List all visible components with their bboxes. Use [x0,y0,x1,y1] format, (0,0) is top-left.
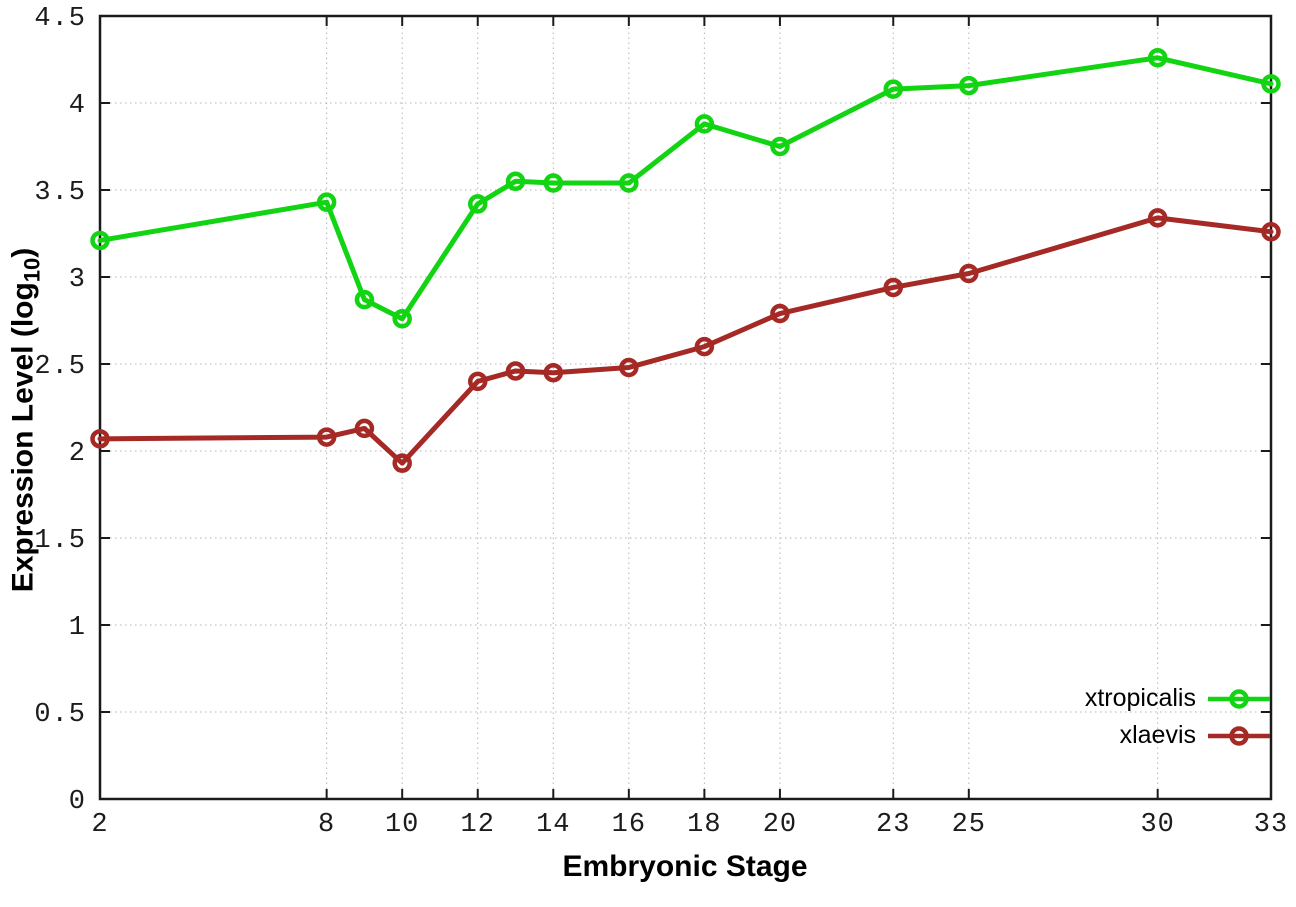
data-point-xtropicalis [90,230,110,251]
data-point-xtropicalis [543,173,564,193]
legend-marker-sample [1229,725,1249,746]
y-tick-label: 0 [69,787,86,817]
data-point-xlaevis [883,277,904,298]
data-point-xlaevis [467,371,488,392]
data-point-xlaevis [959,263,979,284]
data-point-xtropicalis [316,192,337,212]
series-line-xtropicalis [97,55,1274,322]
y-tick-label: 3.5 [34,178,86,208]
data-point-xtropicalis [1147,48,1168,68]
data-point-xlaevis [1261,222,1281,242]
y-tick-label: 1.5 [34,526,86,556]
data-point-xtropicalis [883,79,904,99]
series-line-xlaevis [97,215,1274,466]
plot-border [98,14,1273,801]
y-axis-title-end: ) [6,247,40,258]
x-tick-label: 8 [318,810,335,840]
y-axis-title-subscript: 10 [19,257,45,283]
y-tick-label: 4.5 [34,4,86,34]
x-tick-label: 10 [385,810,419,840]
data-point-xlaevis [316,427,337,447]
legend-label: xtropicalis [1084,684,1196,712]
line-marker-sample-icon [1208,725,1270,746]
data-point-xtropicalis [1261,74,1281,94]
data-point-xtropicalis [959,75,979,96]
x-tick-label: 16 [612,810,646,840]
x-tick-label: 18 [687,810,721,840]
data-point-xtropicalis [354,289,375,310]
data-point-xlaevis [90,429,110,449]
data-point-xtropicalis [619,173,639,193]
y-tick-label: 2.5 [34,352,86,382]
x-tick-label: 14 [536,810,570,840]
x-tick-label: 12 [461,810,495,840]
legend-marker-sample [1229,688,1249,709]
y-tick-label: 2 [69,439,86,469]
data-point-xtropicalis [392,309,412,329]
data-point-xlaevis [694,336,715,357]
legend-entry-xtropicalis: xtropicalis [1085,680,1272,717]
data-point-xlaevis [1147,208,1168,228]
legend: xtropicalis xlaevis [1085,680,1272,754]
data-point-xtropicalis [770,136,790,157]
y-tick-label: 1 [69,613,86,643]
x-tick-label: 23 [876,810,910,840]
y-tick-label: 0.5 [34,700,86,730]
data-point-xlaevis [354,418,375,439]
line-marker-sample-icon [1208,688,1270,709]
legend-entry-xlaevis: xlaevis [1085,717,1272,754]
data-point-xlaevis [543,362,564,383]
y-axis-title-main: Expression Level (log [6,282,40,593]
x-tick-label: 2 [91,810,108,840]
x-tick-label: 30 [1140,810,1174,840]
data-point-xlaevis [770,303,790,324]
x-tick-label: 20 [763,810,797,840]
x-tick-label: 33 [1254,810,1288,840]
y-tick-label: 4 [69,91,86,121]
data-point-xtropicalis [467,194,488,214]
data-point-xlaevis [392,453,412,473]
legend-label: xlaevis [1119,721,1196,749]
y-tick-label: 3 [69,265,86,295]
y-axis-title: Expression Level (log10) [7,248,46,593]
data-point-xtropicalis [694,114,715,134]
x-axis-title: Embryonic Stage [562,850,808,883]
data-point-xlaevis [505,361,526,381]
data-point-xlaevis [619,357,639,378]
x-tick-label: 25 [952,810,986,840]
data-point-xtropicalis [505,171,526,192]
